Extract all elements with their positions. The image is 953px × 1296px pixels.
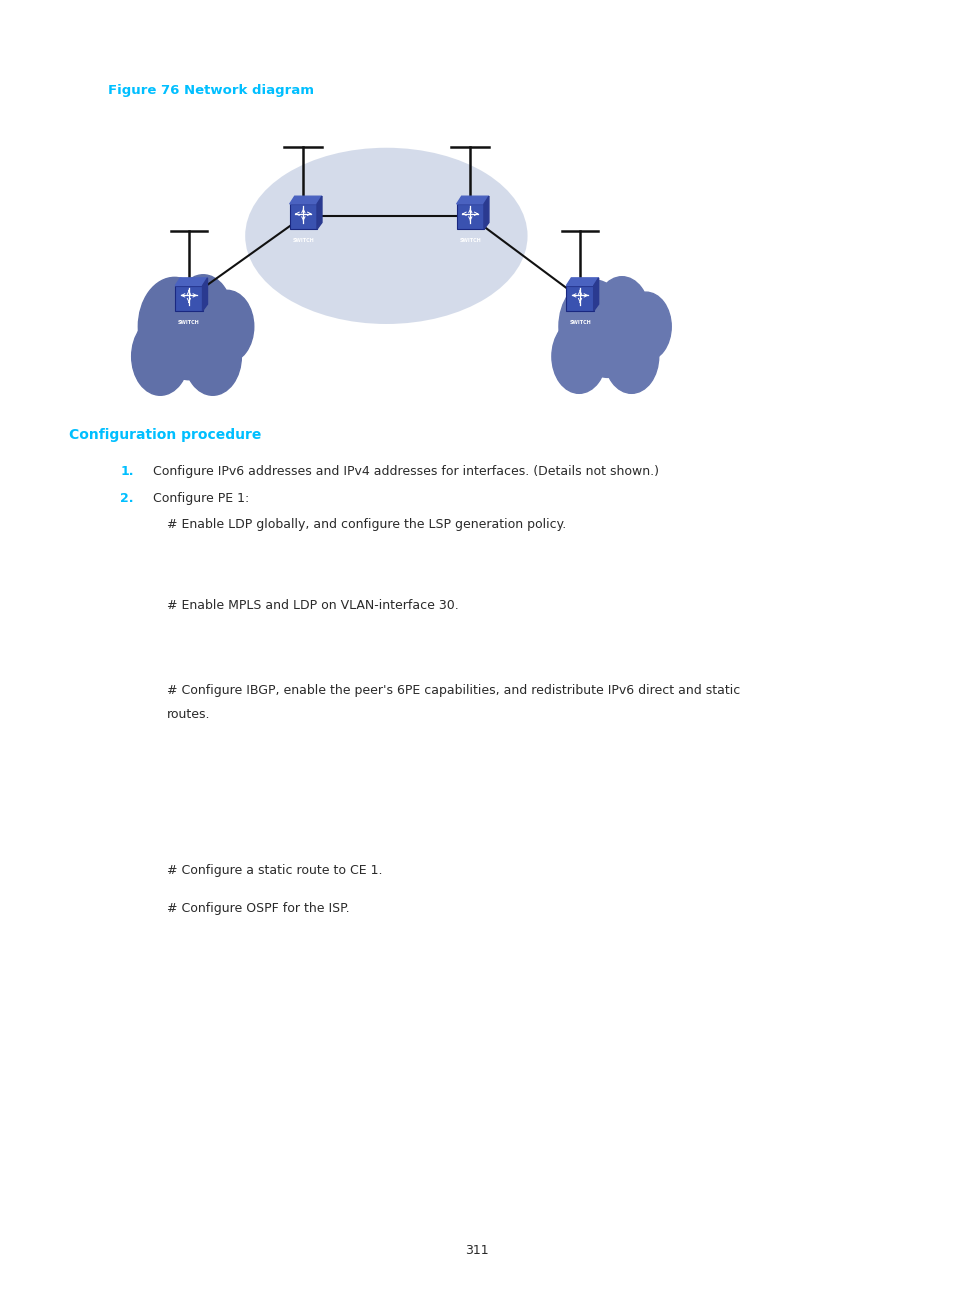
Circle shape (575, 289, 639, 377)
Ellipse shape (245, 148, 527, 324)
Circle shape (604, 320, 658, 394)
FancyBboxPatch shape (290, 203, 316, 229)
Text: 2.: 2. (120, 492, 133, 505)
Text: # Configure a static route to CE 1.: # Configure a static route to CE 1. (167, 864, 382, 877)
Polygon shape (593, 277, 598, 311)
Text: 1.: 1. (120, 465, 133, 478)
Text: Configure PE 1:: Configure PE 1: (152, 492, 249, 505)
Circle shape (174, 275, 232, 353)
Polygon shape (175, 277, 208, 285)
Polygon shape (456, 196, 488, 203)
Text: SWITCH: SWITCH (459, 238, 480, 244)
Circle shape (132, 318, 189, 395)
Polygon shape (316, 196, 321, 229)
Text: 311: 311 (465, 1244, 488, 1257)
FancyBboxPatch shape (566, 285, 593, 311)
Text: routes.: routes. (167, 708, 211, 721)
Circle shape (595, 277, 648, 351)
Text: Configuration procedure: Configuration procedure (69, 428, 261, 442)
Text: SWITCH: SWITCH (293, 238, 314, 244)
Text: SWITCH: SWITCH (178, 320, 199, 325)
Polygon shape (290, 196, 321, 203)
Circle shape (184, 318, 241, 395)
Circle shape (551, 320, 605, 394)
Circle shape (138, 277, 211, 376)
FancyBboxPatch shape (175, 285, 202, 311)
Text: # Configure IBGP, enable the peer's 6PE capabilities, and redistribute IPv6 dire: # Configure IBGP, enable the peer's 6PE … (167, 684, 740, 697)
Polygon shape (483, 196, 488, 229)
Polygon shape (202, 277, 208, 311)
Circle shape (619, 292, 671, 362)
Circle shape (558, 280, 627, 373)
Text: # Enable LDP globally, and configure the LSP generation policy.: # Enable LDP globally, and configure the… (167, 518, 566, 531)
Text: # Configure OSPF for the ISP.: # Configure OSPF for the ISP. (167, 902, 349, 915)
Circle shape (200, 290, 253, 363)
Polygon shape (566, 277, 598, 285)
Text: Configure IPv6 addresses and IPv4 addresses for interfaces. (Details not shown.): Configure IPv6 addresses and IPv4 addres… (152, 465, 658, 478)
Text: SWITCH: SWITCH (569, 320, 590, 325)
Circle shape (154, 286, 223, 380)
FancyBboxPatch shape (456, 203, 483, 229)
Text: # Enable MPLS and LDP on VLAN-interface 30.: # Enable MPLS and LDP on VLAN-interface … (167, 599, 458, 612)
Text: Figure 76 Network diagram: Figure 76 Network diagram (108, 84, 314, 97)
